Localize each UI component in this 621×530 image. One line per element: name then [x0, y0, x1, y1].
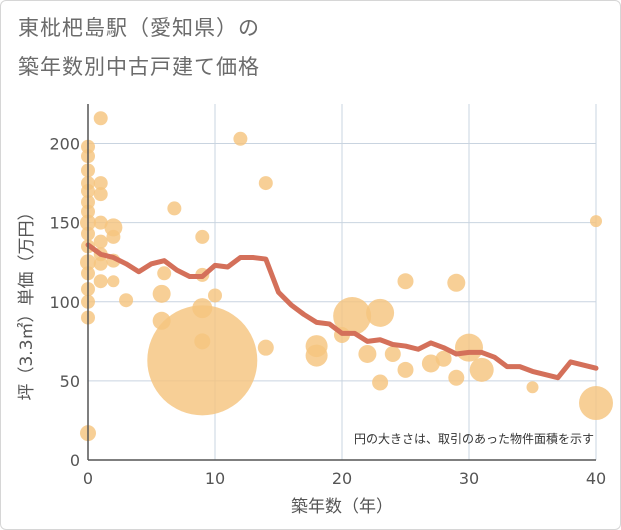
data-bubble [258, 176, 273, 191]
y-axis-title: 坪（3.3㎡）単価（万円） [17, 203, 37, 400]
data-bubble [233, 131, 248, 146]
y-tick-label: 100 [49, 293, 80, 312]
data-bubble [579, 386, 613, 421]
data-bubble [93, 215, 108, 230]
y-tick-label: 150 [49, 214, 80, 233]
y-tick-label: 50 [60, 372, 80, 391]
data-bubble [107, 275, 120, 288]
data-bubble [526, 381, 539, 394]
data-bubble [93, 111, 108, 126]
trend-line-group [85, 242, 599, 381]
y-tick-label: 0 [70, 451, 80, 470]
data-bubble [590, 215, 602, 228]
data-bubble [305, 344, 328, 367]
data-bubble [421, 354, 440, 373]
trend-line [85, 242, 599, 381]
x-tick-label: 10 [205, 469, 225, 488]
data-bubble [195, 229, 210, 244]
data-bubble [448, 369, 465, 386]
data-bubble [384, 345, 401, 362]
data-bubble [397, 273, 414, 290]
data-bubble [366, 298, 395, 327]
chart-title-line1: 東枇杷島駅（愛知県）の [18, 16, 260, 40]
data-bubble [93, 274, 108, 289]
data-bubble [119, 293, 134, 308]
data-bubble [93, 256, 108, 271]
y-tick-label: 200 [49, 135, 80, 154]
data-bubble [157, 266, 172, 281]
axes: 0 50 100 150 200 0 10 20 30 40 [49, 104, 606, 488]
data-bubble [358, 344, 377, 363]
data-bubble [435, 350, 452, 367]
data-bubble [106, 229, 121, 244]
data-bubble [397, 361, 414, 378]
data-bubble [147, 305, 258, 416]
x-tick-label: 20 [332, 469, 352, 488]
data-bubble [469, 357, 494, 382]
data-bubble [257, 339, 274, 356]
data-bubble [93, 234, 108, 249]
x-tick-label: 0 [83, 469, 93, 488]
grid [88, 104, 597, 460]
data-bubble [93, 187, 108, 202]
data-bubble [455, 333, 483, 362]
data-bubble [372, 374, 389, 391]
chart-title-line2: 築年数別中古戸建て価格 [18, 55, 260, 79]
data-bubble [447, 273, 466, 292]
data-bubble [333, 297, 372, 336]
x-tick-label: 30 [459, 469, 479, 488]
x-tick-label: 40 [586, 469, 606, 488]
bubble-size-note: 円の大きさは、取引のあった物件面積を示す [354, 431, 594, 446]
data-bubble [167, 201, 182, 216]
data-bubble [152, 284, 171, 303]
data-bubble [208, 288, 222, 303]
x-axis-title: 築年数（年） [291, 497, 393, 517]
data-bubble [93, 176, 108, 191]
bubbles [80, 111, 613, 442]
